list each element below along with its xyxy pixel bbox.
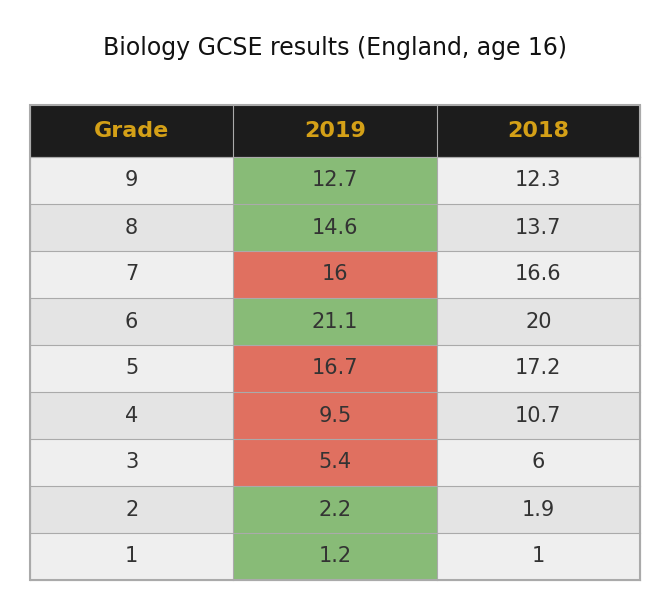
Bar [437,345,640,392]
Text: 1.9: 1.9 [522,499,555,520]
Text: 5.4: 5.4 [318,452,352,473]
Text: 10.7: 10.7 [515,405,561,426]
Text: 14.6: 14.6 [312,218,358,238]
Bar [30,105,640,580]
Text: 9.5: 9.5 [318,405,352,426]
Bar [233,486,437,533]
Text: 4: 4 [125,405,138,426]
Text: 3: 3 [125,452,138,473]
Bar [30,204,233,251]
Text: 21.1: 21.1 [312,312,358,332]
Bar [437,298,640,345]
Text: 9: 9 [125,171,138,191]
Text: 16.6: 16.6 [515,265,561,285]
Text: 2.2: 2.2 [318,499,352,520]
Text: 17.2: 17.2 [515,359,561,379]
Bar [437,392,640,439]
Text: 16.7: 16.7 [312,359,358,379]
Text: 2: 2 [125,499,138,520]
Bar [437,486,640,533]
Bar [233,439,437,486]
Text: 13.7: 13.7 [515,218,561,238]
Bar [30,439,233,486]
Bar [437,251,640,298]
Bar [437,157,640,204]
Bar [233,251,437,298]
Bar [30,486,233,533]
Text: 7: 7 [125,265,138,285]
Bar [30,345,233,392]
Bar [437,439,640,486]
Text: 5: 5 [125,359,138,379]
Bar [233,204,437,251]
Bar [30,392,233,439]
Bar [437,204,640,251]
Text: 1.2: 1.2 [318,546,352,566]
Text: 1: 1 [125,546,138,566]
Text: 6: 6 [532,452,545,473]
Bar [30,533,233,580]
Bar [30,157,233,204]
Bar [437,105,640,157]
Text: 2018: 2018 [507,121,570,141]
Bar [437,533,640,580]
Bar [233,345,437,392]
Text: 20: 20 [525,312,551,332]
Bar [30,105,233,157]
Text: 6: 6 [125,312,138,332]
Bar [30,251,233,298]
Bar [30,298,233,345]
Bar [233,157,437,204]
Bar [233,533,437,580]
Text: 12.3: 12.3 [515,171,561,191]
Text: 16: 16 [322,265,348,285]
Text: Biology GCSE results (England, age 16): Biology GCSE results (England, age 16) [103,36,567,60]
Bar [233,392,437,439]
Text: 12.7: 12.7 [312,171,358,191]
Bar [233,105,437,157]
Text: 2019: 2019 [304,121,366,141]
Text: Grade: Grade [94,121,170,141]
Text: 8: 8 [125,218,138,238]
Text: 1: 1 [532,546,545,566]
Bar [233,298,437,345]
